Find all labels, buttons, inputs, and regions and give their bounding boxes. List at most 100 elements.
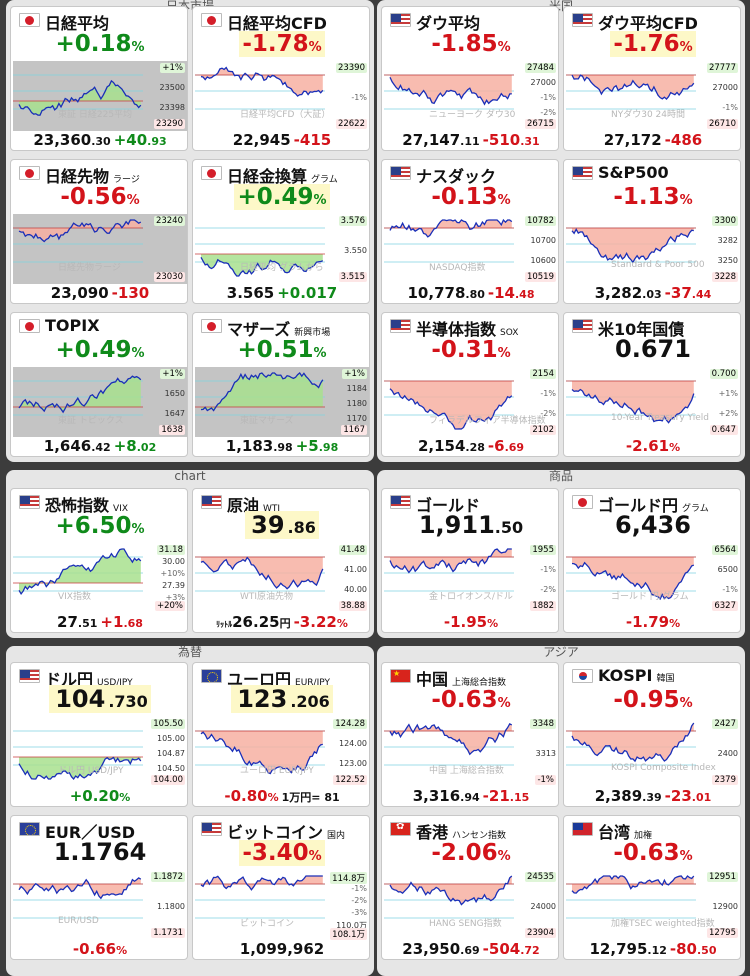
market-card[interactable]: ナスダック -0.13% NASDAQ指数 10782 10700 10600 10519 1…	[381, 159, 559, 304]
price-line	[18, 548, 142, 596]
market-card[interactable]: ダウ平均 -1.85% ニューヨーク ダウ30 27484 27000 -1% -2% 267…	[381, 6, 559, 151]
card-title: 日経平均	[45, 10, 113, 34]
chart-area	[390, 549, 512, 573]
axis-label: 104.00	[151, 775, 185, 785]
price-line	[389, 875, 513, 906]
mini-chart: HANG SENG指数 24535 24000 23904	[384, 870, 558, 940]
market-card[interactable]: S&P500 -1.13% Standard & Poor 500 3300 3282 3…	[563, 159, 741, 304]
axis-label: 114.8万	[330, 872, 367, 884]
card-footer: 27.51 +1.68	[11, 613, 187, 631]
mini-chart: フィラデルフィア半導体指数 2154 -1% -2% 2102	[384, 367, 558, 437]
axis-label: 122.52	[333, 775, 367, 785]
flag-us-icon	[390, 166, 411, 180]
card-subtitle: WTI	[263, 504, 281, 514]
market-card[interactable]: ビットコイン 国内 -3.40% ビットコイン 114.8万 -1% -2% -3% 110.0…	[192, 815, 370, 960]
chart-svg	[13, 548, 143, 596]
net-change: -6.69	[487, 437, 525, 455]
change-percent-footer: +0.20%	[69, 787, 131, 805]
card-footer: -2.61%	[564, 437, 740, 455]
market-card[interactable]: 日経平均CFD -1.78% 日経平均CFD（大証） 23390 -1% 22622 22,…	[192, 6, 370, 151]
price-line	[571, 875, 695, 894]
chart-watermark: HANG SENG指数	[429, 919, 502, 929]
mini-chart: 日経平均 グラムから 3.576 3.550 3.515	[195, 214, 369, 284]
chart-watermark: 東証 日経225平均	[58, 110, 133, 120]
card-name: マザーズ	[227, 320, 291, 339]
chart-svg	[566, 74, 696, 110]
last-price: 27,172	[603, 131, 662, 149]
axis-label: 124.28	[333, 719, 367, 729]
market-card[interactable]: 原油 WTI 39.86 WTI原油先物 41.48 41.00 40.00 38.88 ﾘｯﾄ…	[192, 488, 370, 633]
axis-label: +1%	[160, 63, 185, 73]
chart-svg	[195, 372, 325, 416]
card-footer: 23,360.30 +40.93	[11, 131, 187, 149]
change-percent-footer: -1.95%	[443, 613, 499, 631]
net-change: +8.02	[113, 437, 157, 455]
market-card[interactable]: ドル円 USD/JPY 104.730 ドル円 USD/JPY 105.50 105.00…	[10, 662, 188, 807]
chart-area	[390, 381, 512, 429]
market-card[interactable]: 台湾 加権 -0.63% 加権TSEC weighted指数 12951 12900 127…	[563, 815, 741, 960]
flag-us-icon	[572, 319, 593, 333]
card-name: KOSPI	[598, 666, 653, 685]
card-title: ゴールド	[416, 492, 484, 516]
market-card[interactable]: 半導体指数 SOX -0.31% フィラデルフィア半導体指数 2154 -1% -2% 210…	[381, 312, 559, 457]
price-line	[18, 219, 142, 243]
mini-chart: 東証 日経225平均 +1% 23500 23398 23290	[13, 61, 187, 131]
market-card[interactable]: 日経平均 +0.18% 東証 日経225平均 +1% 23500 23398 23290 23…	[10, 6, 188, 151]
price-line	[389, 723, 513, 756]
market-card[interactable]: 日経金換算 グラム +0.49% 日経平均 グラムから 3.576 3.550 3.515 3…	[192, 159, 370, 304]
market-card[interactable]: ゴールド円 グラム 6,436 ゴールド 円/グラム 6564 6500 -1% 6327 -1…	[563, 488, 741, 633]
chart-area	[390, 876, 512, 905]
price-line	[571, 228, 694, 264]
market-card[interactable]: KOSPI 韓国 -0.95% KOSPI Composite Index 2427 24…	[563, 662, 741, 807]
price-value: 104.730	[11, 685, 187, 713]
market-card[interactable]: TOPIX +0.49% 東証 トピックス +1% 1650 1647 1638 1,646.…	[10, 312, 188, 457]
card-title: ナスダック	[416, 163, 500, 187]
axis-label: 124.00	[339, 739, 367, 748]
mini-chart: ビットコイン 114.8万 -1% -2% -3% 110.0万 108.1万	[195, 870, 369, 940]
card-footer: 1,646.42 +8.02	[11, 437, 187, 455]
chart-watermark: 東証 トピックス	[58, 416, 124, 426]
card-name: ドル円	[45, 670, 94, 689]
market-card[interactable]: ゴールド 1,911.50 金トロイオンス/ドル 1955 -1% -2% 1882 -1.9…	[381, 488, 559, 633]
card-subtitle: USD/JPY	[97, 678, 133, 688]
axis-label: -2%	[540, 409, 556, 418]
card-name: ユーロ円	[227, 670, 292, 689]
axis-label: -1%	[351, 93, 367, 102]
card-title: S&P500	[598, 163, 673, 182]
chart-area	[572, 381, 694, 423]
last-price: 3.565	[226, 284, 275, 302]
chart-area	[19, 757, 141, 779]
change-percent-footer: -1.79%	[625, 613, 681, 631]
axis-label: -1%	[351, 884, 367, 893]
chart-watermark: 日経先物ラージ	[58, 263, 121, 273]
chart-watermark: 加権TSEC weighted指数	[611, 919, 715, 929]
last-price: 23,360	[33, 131, 92, 149]
axis-label: 2427	[712, 719, 738, 729]
card-subtitle: 加権	[634, 831, 653, 841]
flag-us-icon	[572, 166, 593, 180]
market-card[interactable]: ダウ平均CFD -1.76% NYダウ30 24時間 27777 27000 -1% 267…	[563, 6, 741, 151]
card-footer: -0.80% 1万円= 81	[193, 787, 369, 805]
axis-label: 31.18	[156, 545, 185, 555]
flag-us-icon	[390, 319, 411, 333]
flag-us-icon	[390, 495, 411, 509]
axis-label: 23500	[159, 83, 185, 92]
change-percent: -0.13%	[431, 184, 511, 210]
market-card[interactable]: EUR／USD 1.1764 EUR/USD 1.1872 1.1800 1.1731 -0…	[10, 815, 188, 960]
chart-svg	[13, 74, 143, 116]
change-percent-footer: -0.66%	[72, 940, 128, 958]
market-card[interactable]: 米10年国債 0.671 10-Year Treasury Yield 0.700 +1…	[563, 312, 741, 457]
card-title: TOPIX	[45, 316, 104, 335]
card-footer: 2,154.28 -6.69	[382, 437, 558, 455]
change-percent: -0.56%	[60, 184, 140, 210]
card-name: TOPIX	[45, 316, 100, 335]
axis-label: +3%	[165, 593, 185, 602]
axis-label: 105.50	[151, 719, 185, 729]
axis-label: 6500	[717, 565, 738, 574]
market-card[interactable]: ユーロ円 EUR/JPY 123.206 ユーロ円 EUR/JPY 124.28 124.…	[192, 662, 370, 807]
market-card[interactable]: 恐怖指数 VIX +6.50% VIX指数 31.18 30.00 +10% 27.39 +3%…	[10, 488, 188, 633]
market-card[interactable]: 日経先物 ラージ -0.56% 日経先物ラージ 23240 23030 23,090 -130	[10, 159, 188, 304]
market-card[interactable]: マザーズ 新興市場 +0.51% 東証マザーズ +1% 1184 1180 1170 1167 1…	[192, 312, 370, 457]
